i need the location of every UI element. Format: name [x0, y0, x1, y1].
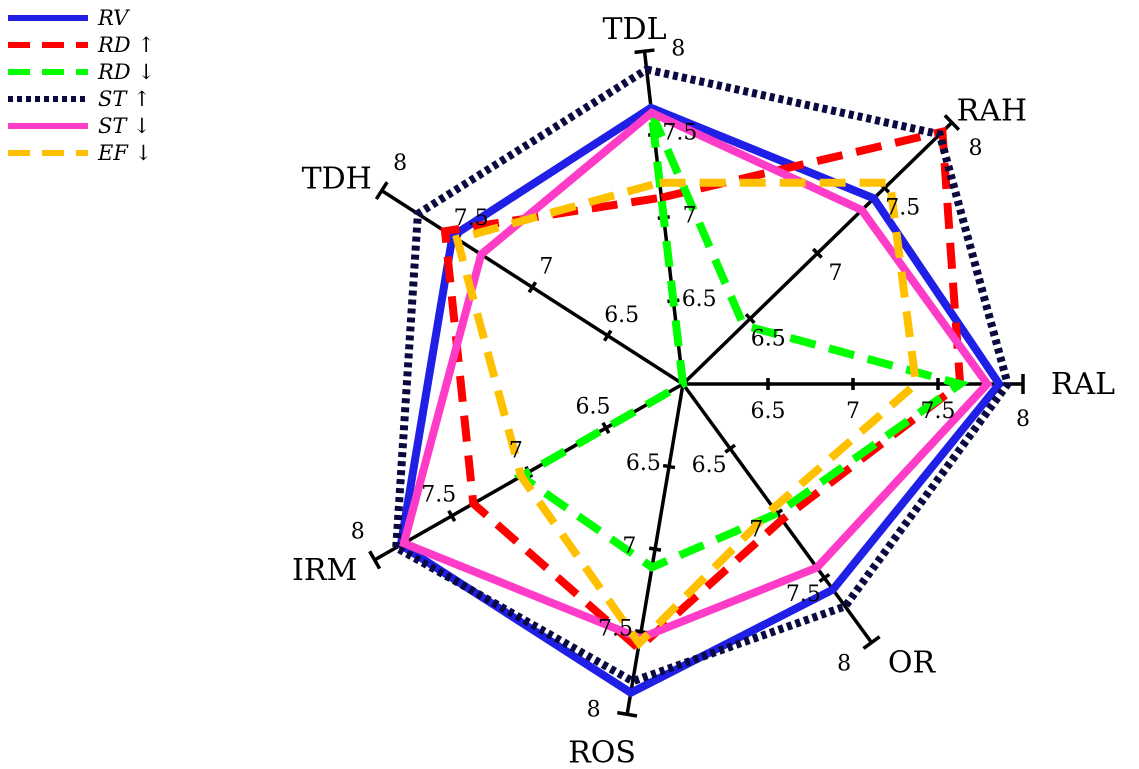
tick-label-or-3: 8 — [837, 652, 851, 677]
axis-tick-tdl-3 — [634, 48, 655, 55]
tick-label-ral-1: 7 — [846, 399, 860, 424]
tick-label-rah-1: 7 — [829, 261, 843, 286]
axis-label-tdh: TDH — [302, 162, 372, 197]
series-line-5 — [452, 178, 921, 650]
axis-label-tdl: TDL — [603, 12, 667, 47]
series-line-0 — [396, 103, 1005, 698]
axis-tick-irm-2 — [447, 509, 457, 522]
legend-label-2: RD ↓ — [97, 60, 155, 84]
axes-layer — [368, 48, 1025, 718]
series-line-1 — [440, 126, 965, 654]
legend-label-5: EF ↓ — [97, 141, 152, 165]
tick-label-ros-2: 7.5 — [598, 616, 633, 641]
axis-label-irm: IRM — [292, 553, 357, 588]
axis-tick-ros-1 — [648, 546, 662, 552]
axis-tick-ros-0 — [662, 463, 676, 470]
axis-tick-ros-3 — [616, 710, 638, 718]
legend-label-4: ST ↓ — [98, 114, 151, 138]
tick-label-or-2: 7.5 — [786, 582, 821, 607]
axis-tick-tdh-0 — [602, 329, 613, 342]
tick-label-or-1: 7 — [749, 518, 763, 543]
tick-label-tdl-1: 7 — [683, 204, 697, 229]
axis-tick-rah-3 — [943, 114, 961, 131]
tick-label-ros-1: 7 — [622, 534, 636, 559]
tick-label-rah-3: 8 — [969, 136, 983, 161]
axis-tick-or-2 — [818, 572, 831, 583]
axis-tick-irm-3 — [368, 550, 382, 570]
series-line-4 — [399, 108, 993, 643]
axis-label-or: OR — [888, 646, 937, 681]
tick-label-ral-2: 7.5 — [921, 399, 956, 424]
series-layer — [392, 65, 1013, 698]
tick-label-irm-3: 8 — [351, 519, 365, 544]
tick-label-rah-0: 6.5 — [751, 326, 786, 351]
tick-label-or-0: 6.5 — [692, 453, 727, 478]
tick-label-tdh-2: 7.5 — [454, 206, 489, 231]
axis-label-ral: RAL — [1051, 367, 1115, 402]
axis-tick-rah-0 — [744, 313, 756, 325]
axis-tick-rah-1 — [811, 247, 823, 259]
tick-label-tdh-3: 8 — [393, 151, 407, 176]
tick-label-rah-2: 7.5 — [885, 196, 920, 221]
axis-tick-irm-0 — [601, 421, 611, 435]
tick-label-tdh-0: 6.5 — [604, 303, 639, 328]
tick-label-tdl-2: 7.5 — [662, 120, 697, 145]
tick-label-tdl-0: 6.5 — [682, 287, 717, 312]
series-line-2 — [513, 111, 970, 572]
tick-label-irm-2: 7.5 — [421, 482, 456, 507]
series-line-3 — [392, 65, 1013, 686]
legend-label-0: RV — [97, 6, 130, 30]
axis-label-rah: RAH — [957, 94, 1027, 129]
tick-label-ros-3: 8 — [587, 698, 601, 723]
tick-label-ral-0: 6.5 — [751, 399, 786, 424]
axis-tick-or-0 — [724, 443, 737, 454]
tick-label-tdl-3: 8 — [671, 36, 685, 61]
tick-label-ral-3: 8 — [1016, 407, 1030, 432]
tick-label-irm-0: 6.5 — [576, 394, 611, 419]
legend: RV RD ↑ RD ↓ ST ↑ ST ↓ EF ↓ — [8, 6, 155, 165]
tick-label-irm-1: 7 — [509, 438, 523, 463]
tick-label-tdh-1: 7 — [539, 254, 553, 279]
legend-label-1: RD ↑ — [97, 33, 155, 57]
axis-tick-tdh-3 — [374, 181, 389, 200]
tick-label-ros-0: 6.5 — [626, 451, 661, 476]
axis-tick-tdh-1 — [527, 281, 538, 294]
legend-label-3: ST ↑ — [98, 87, 151, 111]
axis-tick-or-3 — [862, 635, 881, 650]
axis-label-ros: ROS — [568, 735, 636, 769]
